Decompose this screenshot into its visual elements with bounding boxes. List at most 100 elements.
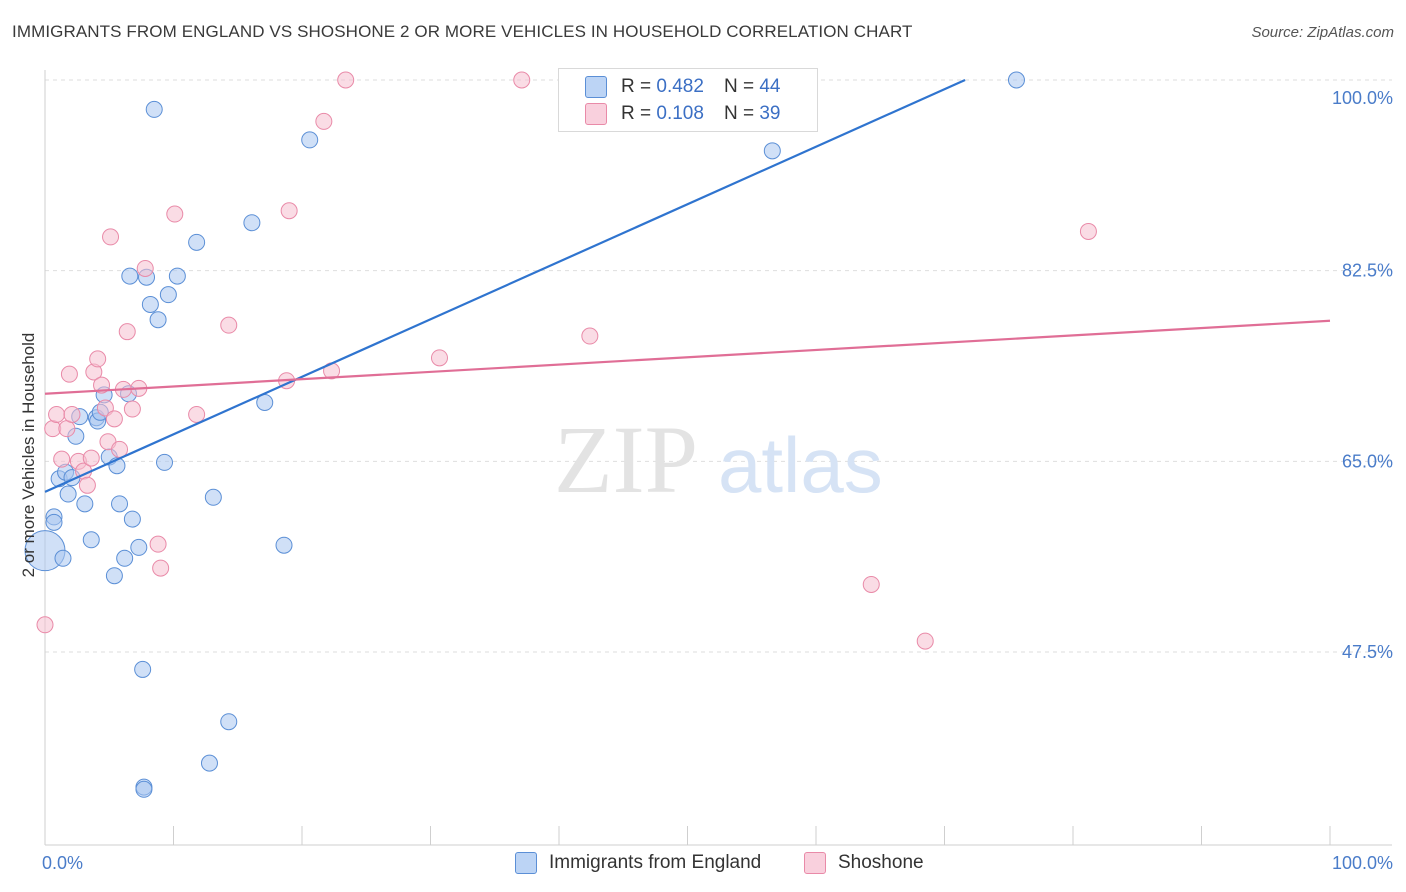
source-label: Source: ZipAtlas.com [1251,24,1394,41]
data-point-england [141,295,159,313]
legend-label-england: Immigrants from England [549,852,762,873]
data-point-shoshone [102,228,120,246]
data-point-shoshone [58,420,76,438]
data-point-england [59,485,77,503]
data-point-shoshone [149,535,167,553]
data-point-england [76,495,94,513]
data-point-england [82,531,100,549]
data-point-shoshone [1079,222,1097,240]
legend-label-shoshone: Shoshone [838,852,924,873]
data-point-shoshone [166,205,184,223]
y-tick-label: 100.0% [1332,88,1393,108]
data-point-england [54,549,72,567]
x-tick-label: 0.0% [42,853,83,873]
watermark: ZIP atlas [554,406,883,513]
legend-swatch-pink [804,852,826,874]
data-point-shoshone [82,449,100,467]
legend-n-label: N = [723,76,755,97]
data-point-shoshone [220,316,238,334]
data-point-england [159,286,177,304]
data-point-england [275,536,293,554]
data-point-shoshone [89,350,107,368]
y-tick-label: 47.5% [1342,642,1393,662]
data-point-england [123,510,141,528]
data-point-england [105,567,123,585]
data-point-england [45,513,63,531]
data-point-england [111,495,129,513]
x-tick-label: 100.0% [1332,853,1393,873]
data-point-shoshone [188,405,206,423]
y-axis-label: 2 or more Vehicles in Household [19,333,38,578]
data-point-england [134,660,152,678]
legend-row-england: R = 0.482 N = 44 [585,74,780,100]
data-point-shoshone [315,112,333,130]
data-point-england [188,233,206,251]
data-point-shoshone [60,365,78,383]
watermark-atlas: atlas [718,421,883,509]
data-point-shoshone [862,575,880,593]
data-point-england [1007,71,1025,89]
data-point-shoshone [105,410,123,428]
tick-labels: 47.5% 65.0% 82.5% 100.0% 0.0% 100.0% [42,88,1393,873]
y-tick-label: 65.0% [1342,451,1393,471]
data-point-shoshone [44,420,62,438]
series-legend: Immigrants from England Shoshone [0,852,1406,878]
data-point-shoshone [513,71,531,89]
data-point-shoshone [36,616,54,634]
data-point-england [135,780,153,798]
series-shoshone [36,71,1097,650]
data-point-shoshone [430,349,448,367]
legend-item-shoshone: Shoshone [804,852,924,874]
data-point-england [763,142,781,160]
data-point-shoshone [280,202,298,220]
data-point-shoshone [136,259,154,277]
watermark-zip: ZIP [554,406,698,513]
legend-swatch-pink [585,103,607,125]
trend-line-shoshone [44,319,1331,395]
data-point-shoshone [337,71,355,89]
data-point-shoshone [53,450,71,468]
data-point-england [149,311,167,329]
legend-row-shoshone: R = 0.108 N = 39 [585,101,780,127]
data-point-shoshone [96,399,114,417]
data-point-shoshone [916,632,934,650]
data-point-shoshone [152,559,170,577]
data-point-england [121,267,139,285]
y-tick-label: 82.5% [1342,261,1393,281]
data-point-shoshone [93,376,111,394]
data-point-england [130,538,148,556]
data-point-shoshone [581,327,599,345]
data-point-england [156,453,174,471]
legend-item-england: Immigrants from England [515,852,761,874]
data-point-shoshone [63,405,81,423]
data-point-shoshone [123,400,141,418]
data-point-england [243,214,261,232]
legend-r-value: 0.108 [656,103,704,124]
data-point-england [116,549,134,567]
data-point-england [204,488,222,506]
legend-r-label: R = [621,103,652,124]
legend-swatch-blue [585,76,607,98]
data-point-shoshone [78,476,96,494]
data-point-shoshone [118,323,136,341]
data-point-england [145,100,163,118]
trend-lines [44,78,1331,493]
data-point-shoshone [48,405,66,423]
data-point-england [220,713,238,731]
legend-n-label: N = [723,103,755,124]
trend-line-england [44,78,966,493]
correlation-legend: R = 0.482 N = 44 R = 0.108 N = 39 [558,68,818,132]
data-point-england [200,754,218,772]
series-immigrants-from-england [24,71,1025,798]
legend-swatch-blue [515,852,537,874]
legend-r-value: 0.482 [656,76,704,97]
data-point-england [168,267,186,285]
grid-lines [45,79,1392,653]
legend-n-value: 44 [759,76,781,97]
data-point-england [301,131,319,149]
legend-n-value: 39 [759,103,781,124]
chart-title: IMMIGRANTS FROM ENGLAND VS SHOSHONE 2 OR… [12,22,913,41]
axes [44,70,1392,846]
legend-r-label: R = [621,76,652,97]
